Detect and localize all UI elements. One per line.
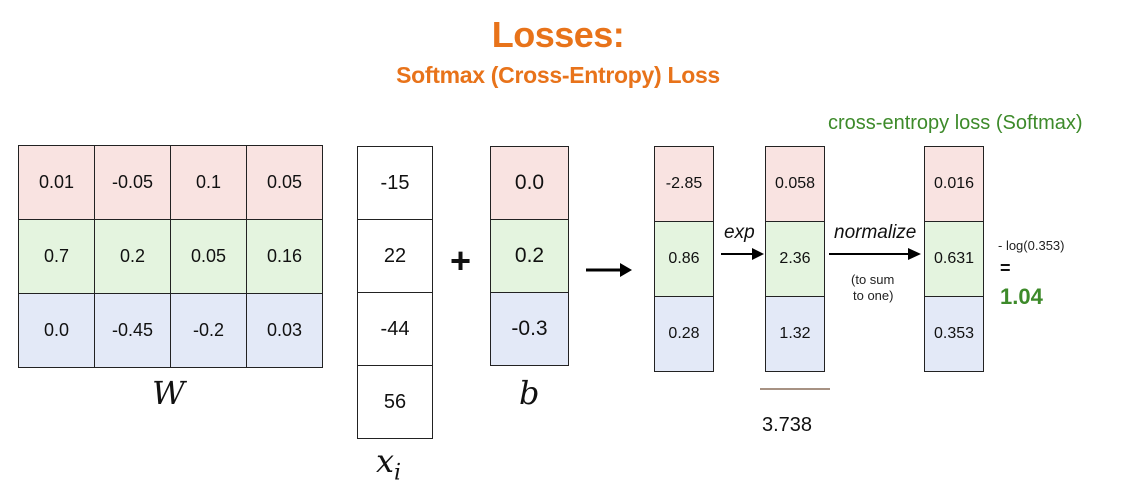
sum-underline [760, 388, 830, 390]
input-label-main: x [376, 442, 395, 480]
exp-label: exp [724, 222, 755, 243]
vector-cell: 1.32 [765, 296, 825, 372]
loss-equals: = [1000, 258, 1011, 278]
vector-cell: 0.2 [490, 219, 569, 293]
vector-cell: 0.353 [924, 296, 984, 372]
result-arrow-icon [586, 263, 632, 277]
vector-cell: 56 [357, 365, 433, 439]
vector-cell: 22 [357, 219, 433, 293]
vector-cell: 0.631 [924, 221, 984, 297]
vector-cell: -2.85 [654, 146, 714, 222]
vector-cell: 0.28 [654, 296, 714, 372]
matrix-cell: 0.05 [246, 145, 323, 220]
input-label-sub: i [394, 460, 402, 486]
cross-entropy-label: cross-entropy loss (Softmax) [828, 112, 1083, 134]
loss-value: 1.04 [1000, 284, 1043, 309]
page-subtitle: Softmax (Cross-Entropy) Loss [396, 62, 720, 88]
bias-vector: 0.0 0.2 -0.3 [490, 146, 569, 366]
page-title: Losses: [491, 14, 625, 55]
matrix-row: 0.01 -0.05 0.1 0.05 [18, 145, 323, 220]
normalize-note: (to sum to one) [851, 272, 894, 304]
matrix-cell: 0.03 [246, 293, 323, 368]
matrix-cell: 0.0 [18, 293, 95, 368]
normalize-label: normalize [834, 222, 917, 243]
matrix-cell: 0.05 [170, 219, 247, 294]
matrix-cell: -0.05 [94, 145, 171, 220]
vector-cell: -44 [357, 292, 433, 366]
plus-sign: + [450, 240, 472, 281]
vector-cell: 2.36 [765, 221, 825, 297]
vector-cell: 0.86 [654, 221, 714, 297]
vector-cell: 0.058 [765, 146, 825, 222]
bias-label: b [519, 374, 540, 412]
exp-arrow-icon [721, 248, 764, 260]
vector-cell: 0.016 [924, 146, 984, 222]
weight-matrix: 0.01 -0.05 0.1 0.05 0.7 0.2 0.05 0.16 0.… [18, 145, 323, 368]
input-vector: -15 22 -44 56 [357, 146, 433, 439]
matrix-row: 0.7 0.2 0.05 0.16 [18, 219, 323, 294]
matrix-cell: 0.01 [18, 145, 95, 220]
scores-vector: -2.85 0.86 0.28 [654, 146, 714, 372]
normalize-arrow-icon [829, 248, 921, 260]
matrix-row: 0.0 -0.45 -0.2 0.03 [18, 293, 323, 368]
normalize-note-line: (to sum [851, 272, 895, 287]
matrix-cell: 0.16 [246, 219, 323, 294]
matrix-cell: 0.2 [94, 219, 171, 294]
exp-sum: 3.738 [762, 414, 813, 436]
matrix-cell: -0.45 [94, 293, 171, 368]
matrix-cell: 0.1 [170, 145, 247, 220]
vector-cell: -15 [357, 146, 433, 220]
vector-cell: 0.0 [490, 146, 569, 220]
vector-cell: -0.3 [490, 292, 569, 366]
probability-vector: 0.016 0.631 0.353 [924, 146, 984, 372]
weight-label: W [152, 374, 185, 412]
normalize-note-line: to one) [853, 288, 894, 303]
exp-vector: 0.058 2.36 1.32 [765, 146, 825, 372]
matrix-cell: 0.7 [18, 219, 95, 294]
matrix-cell: -0.2 [170, 293, 247, 368]
input-label: xi [376, 442, 401, 485]
loss-expression: - log(0.353) [998, 238, 1065, 253]
